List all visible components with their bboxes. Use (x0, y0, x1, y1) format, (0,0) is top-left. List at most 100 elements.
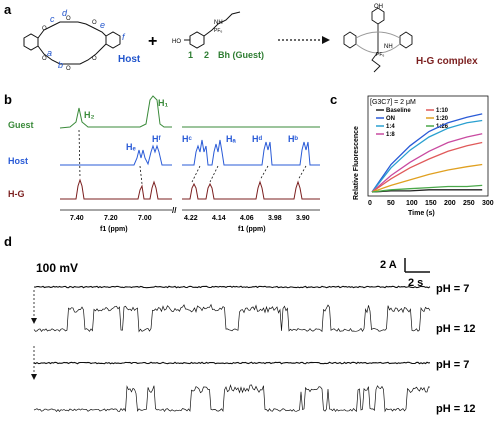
current-trace-3 (33, 384, 431, 413)
legend-label-5: 1:20 (436, 116, 449, 122)
guest-structure (184, 11, 241, 49)
chart-legend: Baseline ON 1:4 1:8 1:10 1:20 1:26 (376, 108, 449, 138)
panel-b-letter: b (4, 92, 12, 107)
panel-b: b Guest Host H-G H₂ H₁ Hₑ Hᶠ Hᶜ Hₐ Hᵈ (4, 92, 320, 233)
complex-nh: NH (384, 44, 393, 50)
row-label-guest: Guest (8, 120, 34, 130)
trace-label-1: pH = 7 (436, 283, 469, 295)
plus-sign: + (148, 33, 157, 50)
svg-text:O: O (42, 56, 47, 62)
x-tick-3: 150 (425, 200, 437, 207)
legend-label-3: 1:8 (386, 132, 395, 138)
x-tick-0: 0 (368, 200, 372, 207)
series-line-4 (371, 141, 483, 193)
x-tick-5: 250 (463, 200, 475, 207)
guest-pf6: PF₆ (214, 28, 222, 34)
current-trace-2 (33, 361, 431, 365)
x-tick-6: 300 (482, 200, 494, 207)
host-site-d: d (62, 8, 68, 18)
series-line-3 (371, 133, 483, 193)
right-tick-3: 3.98 (268, 215, 282, 222)
panel-c-letter: c (330, 92, 337, 107)
left-tick-0: 7.40 (70, 215, 84, 222)
panel-c: c [G3C7] = 2 μM Baseline ON 1:4 1:8 1:10 1:20… (330, 92, 494, 217)
guest-site-1: 1 (188, 50, 193, 60)
panel-d: d 100 mV 2 A 2 s pH = 7 pH = 12 pH = 7 p… (4, 234, 475, 415)
shift-arrows (78, 129, 307, 185)
x-tick-1: 50 (387, 200, 395, 207)
row-label-host: Host (8, 156, 28, 166)
host-benzene-right (105, 31, 121, 49)
trace-label-4: pH = 12 (436, 403, 475, 415)
series-line-6 (371, 184, 483, 193)
host-site-b: b (58, 60, 63, 70)
host-site-labels: a b c d e f (47, 8, 126, 70)
chart-annotation: [G3C7] = 2 μM (370, 99, 416, 106)
guest-chain (203, 11, 241, 37)
host-site-f: f (122, 32, 126, 42)
peak-label-he: Hₑ (126, 142, 136, 152)
spectrum-hg-left (60, 178, 172, 200)
svg-text:O: O (66, 16, 71, 22)
svg-text:O: O (92, 20, 97, 26)
svg-text:O: O (66, 66, 71, 72)
left-tick-2: 7.00 (138, 215, 152, 222)
host-label: Host (118, 54, 141, 65)
peak-label-h1: H₁ (158, 98, 168, 108)
series-line-0 (371, 189, 483, 193)
series-line-5 (371, 163, 483, 193)
peak-label-hd: Hᵈ (252, 134, 262, 144)
guest-ho: HO (172, 39, 181, 45)
host-chain-bottom (37, 43, 107, 65)
voltage-label: 100 mV (36, 261, 78, 275)
scale-time: 2 s (408, 277, 423, 289)
chart-ylabel: Relative Fluorescence (353, 126, 360, 200)
guest-site-2: 2 (204, 50, 209, 60)
svg-text:O: O (92, 56, 97, 62)
spectrum-guest-left (59, 95, 172, 129)
guest-nh: NH (214, 20, 223, 26)
x-tick-4: 200 (444, 200, 456, 207)
complex-label: H-G complex (416, 56, 478, 67)
host-site-e: e (100, 20, 105, 30)
left-tick-1: 7.20 (104, 215, 118, 222)
axis-break: // (172, 206, 177, 215)
panel-a: a O O O O O O a b c d e f Host + HO NH (4, 2, 478, 73)
chart-x-ticks: 0 50 100 150 200 250 300 (368, 200, 494, 207)
peak-label-hf: Hᶠ (152, 134, 161, 144)
trace-label-3: pH = 7 (436, 359, 469, 371)
host-benzene-left (23, 33, 39, 51)
svg-text:O: O (42, 26, 47, 32)
peak-label-h2: H₂ (84, 110, 95, 120)
peak-label-hc: Hᶜ (182, 134, 192, 144)
peak-label-hb: Hᵇ (288, 134, 298, 144)
row-label-hg: H-G (8, 189, 25, 199)
complex-structure (343, 7, 413, 73)
current-trace-1 (33, 303, 431, 333)
legend-label-6: 1:26 (436, 124, 449, 130)
right-tick-2: 4.06 (240, 215, 254, 222)
complex-oh: OH (374, 4, 383, 10)
host-site-a: a (47, 48, 52, 58)
legend-label-2: 1:4 (386, 124, 395, 130)
guest-label: Bh (Guest) (218, 50, 264, 60)
current-trace-0 (33, 285, 431, 289)
series-line-1 (371, 113, 483, 193)
chart-xlabel: Time (s) (408, 210, 435, 217)
scale-current: 2 A (380, 259, 397, 271)
legend-label-1: ON (386, 116, 395, 122)
right-axis-label: f1 (ppm) (238, 226, 266, 233)
spectrum-host-left (60, 144, 172, 166)
spectrum-host-right (182, 139, 320, 166)
host-site-c: c (50, 14, 55, 24)
host-structure (23, 21, 121, 65)
series-line-2 (371, 119, 483, 193)
right-tick-1: 4.14 (212, 215, 226, 222)
chart-frame (367, 95, 489, 197)
x-tick-2: 100 (406, 200, 418, 207)
legend-label-4: 1:10 (436, 108, 449, 114)
reaction-arrowhead (322, 36, 330, 44)
chart-lines (371, 113, 483, 193)
guest-benzene (189, 31, 205, 49)
